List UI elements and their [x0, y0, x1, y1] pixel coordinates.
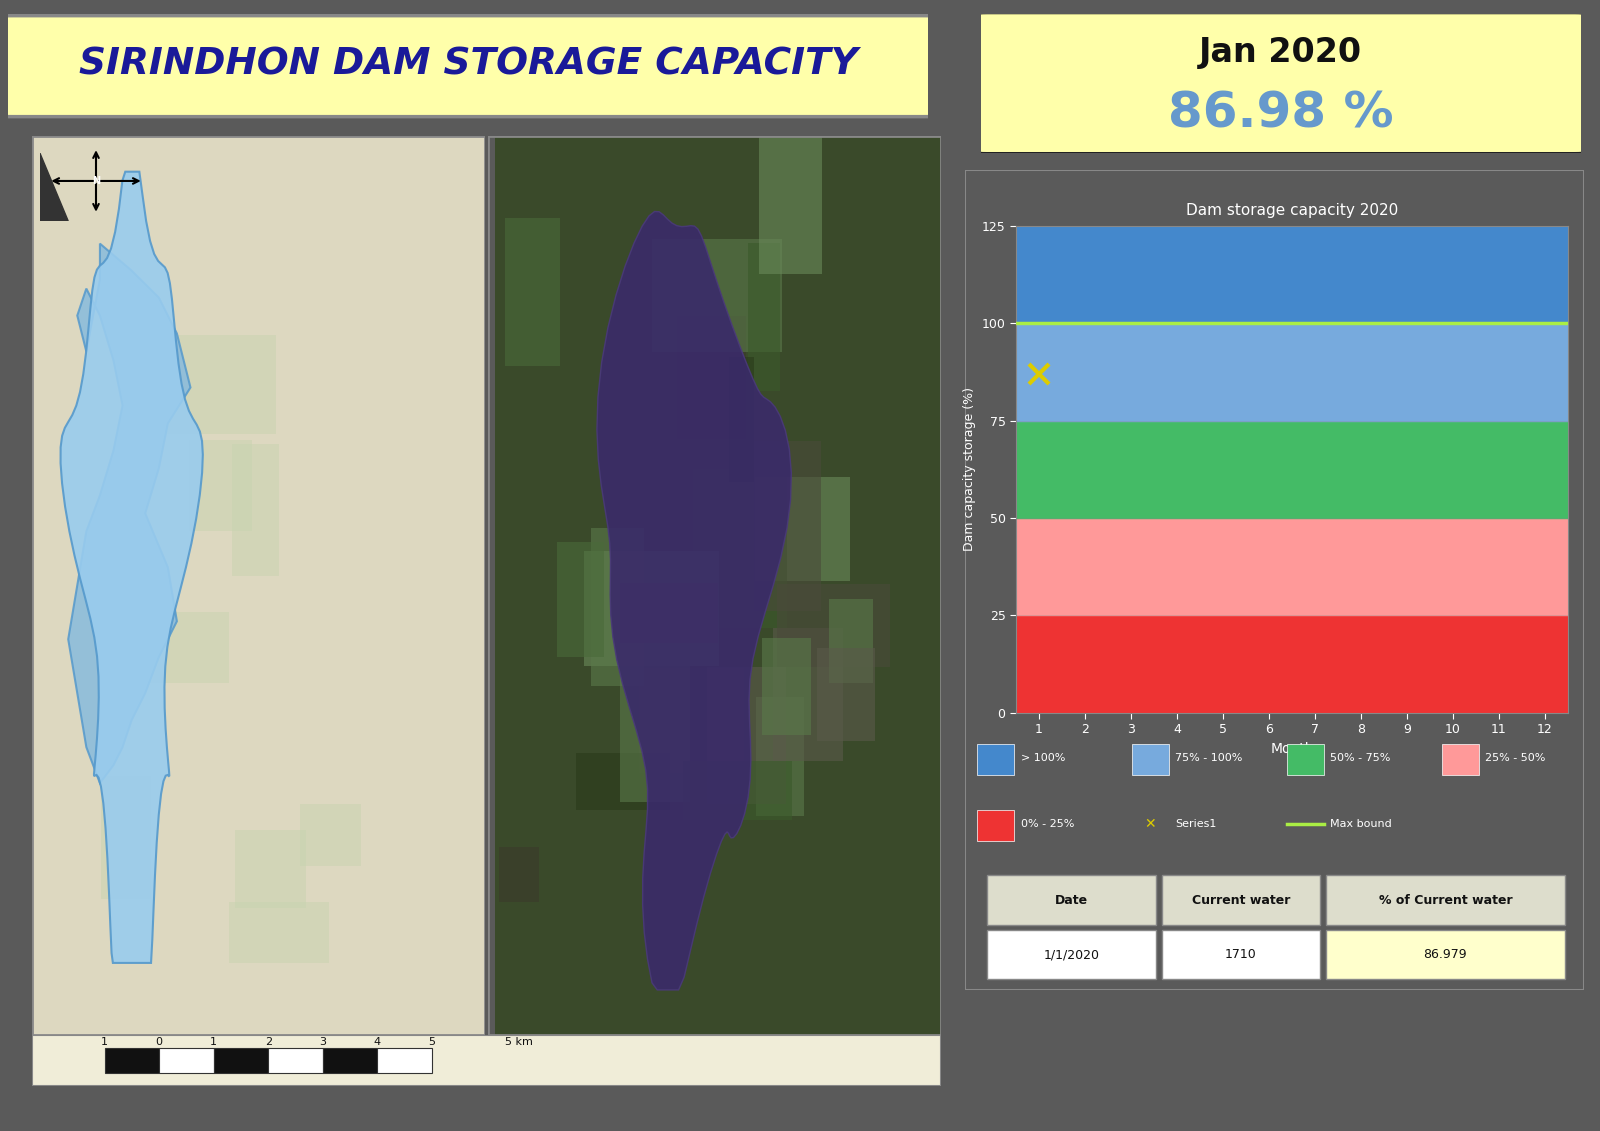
Text: Current water: Current water	[1192, 893, 1290, 907]
Bar	[557, 542, 605, 657]
Text: 50% - 75%: 50% - 75%	[1330, 753, 1390, 762]
Bar	[1326, 875, 1565, 925]
Text: 86.979: 86.979	[1424, 948, 1467, 961]
Text: Max bound: Max bound	[1330, 819, 1392, 829]
Bar	[1326, 930, 1565, 979]
Bar	[488, 136, 494, 1035]
Bar	[576, 753, 670, 811]
Bar	[229, 903, 330, 962]
Bar	[1286, 744, 1323, 775]
Text: N: N	[91, 176, 101, 185]
Text: 75% - 100%: 75% - 100%	[1176, 753, 1243, 762]
Text: 86.98 %: 86.98 %	[1168, 89, 1394, 138]
Bar	[978, 744, 1014, 775]
Text: 5: 5	[429, 1037, 435, 1047]
Bar	[165, 336, 277, 434]
Bar	[773, 628, 843, 761]
Bar	[730, 357, 754, 482]
Text: 3: 3	[320, 1037, 326, 1047]
Bar	[214, 1047, 269, 1073]
Text: 0% - 25%: 0% - 25%	[1021, 819, 1074, 829]
Bar	[160, 1047, 214, 1073]
Text: SIRINDHON DAM STORAGE CAPACITY: SIRINDHON DAM STORAGE CAPACITY	[78, 46, 858, 83]
Bar	[269, 1047, 323, 1073]
Text: 1/1/2020: 1/1/2020	[1043, 948, 1099, 961]
Polygon shape	[597, 211, 792, 990]
Polygon shape	[69, 243, 190, 783]
Bar	[683, 761, 792, 820]
Bar	[235, 830, 307, 908]
Text: > 100%: > 100%	[1021, 753, 1066, 762]
Bar	[638, 668, 744, 772]
Bar	[101, 776, 150, 899]
Bar	[987, 930, 1157, 979]
Bar	[621, 584, 718, 642]
Bar	[590, 528, 645, 685]
Text: Series1: Series1	[1176, 819, 1216, 829]
Bar	[323, 1047, 378, 1073]
Bar	[754, 441, 821, 611]
Text: 1: 1	[210, 1037, 218, 1047]
Bar	[1442, 744, 1478, 775]
Bar	[755, 476, 850, 581]
Bar	[144, 612, 229, 683]
X-axis label: Month: Month	[1270, 742, 1314, 756]
Bar	[707, 666, 786, 804]
Text: 1: 1	[101, 1037, 109, 1047]
Bar	[1162, 875, 1320, 925]
FancyBboxPatch shape	[0, 16, 950, 116]
Bar	[747, 243, 779, 391]
Bar	[818, 648, 875, 741]
Text: Jan 2020: Jan 2020	[1200, 36, 1362, 69]
Bar	[499, 847, 539, 901]
Bar	[189, 440, 253, 532]
Bar	[987, 875, 1157, 925]
Polygon shape	[13, 154, 67, 221]
Bar	[762, 638, 811, 734]
Text: ✕: ✕	[1144, 818, 1157, 831]
Text: 1710: 1710	[1226, 948, 1258, 961]
Bar	[978, 810, 1014, 841]
Bar	[778, 585, 890, 667]
Bar	[1162, 930, 1320, 979]
Bar	[760, 127, 822, 274]
Text: 25% - 50%: 25% - 50%	[1485, 753, 1546, 762]
Text: 5 km: 5 km	[504, 1037, 533, 1047]
Bar	[757, 697, 805, 817]
Title: Dam storage capacity 2020: Dam storage capacity 2020	[1186, 204, 1398, 218]
Polygon shape	[13, 221, 67, 287]
Bar	[104, 1047, 160, 1073]
Y-axis label: Dam capacity storage (%): Dam capacity storage (%)	[963, 387, 976, 552]
Bar	[232, 443, 278, 576]
Text: 4: 4	[374, 1037, 381, 1047]
Text: 2: 2	[264, 1037, 272, 1047]
Bar	[693, 469, 787, 629]
Polygon shape	[61, 172, 203, 962]
Bar	[584, 551, 718, 666]
Bar	[677, 316, 746, 439]
Text: % of Current water: % of Current water	[1379, 893, 1512, 907]
Bar	[1131, 744, 1170, 775]
Text: 0: 0	[155, 1037, 163, 1047]
Bar	[299, 804, 362, 866]
Bar	[504, 218, 560, 366]
FancyBboxPatch shape	[970, 12, 1592, 154]
Text: Date: Date	[1054, 893, 1088, 907]
Bar	[829, 598, 874, 683]
Bar	[378, 1047, 432, 1073]
Bar	[619, 665, 690, 802]
Bar	[653, 240, 782, 352]
